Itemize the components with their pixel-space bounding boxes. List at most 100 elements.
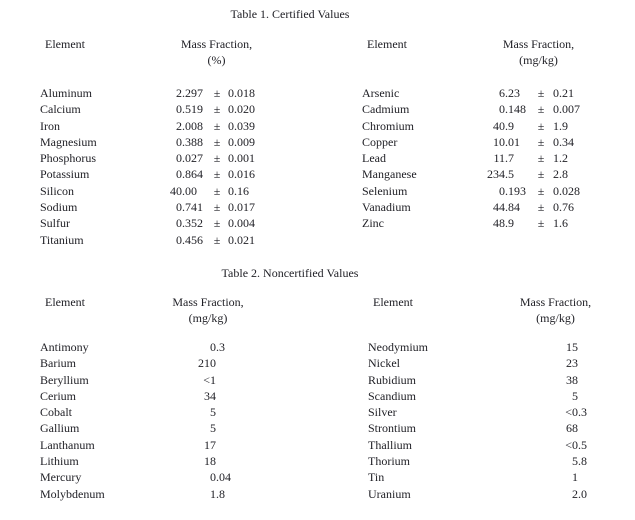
column-header-element: Element xyxy=(45,295,85,309)
value-frac-cell xyxy=(578,339,623,355)
plus-minus-symbol: ± xyxy=(537,86,545,100)
element-cell: Tin xyxy=(368,470,385,485)
element-cell: Sulfur xyxy=(40,216,70,231)
column-header-mass-fraction: Mass Fraction, xyxy=(172,295,244,309)
element-cell: Neodymium xyxy=(368,340,428,354)
value-int-cell: 0 xyxy=(176,151,182,166)
uncertainty-cell: 0.21 xyxy=(553,86,574,100)
element-cell: Selenium xyxy=(362,183,408,198)
element-cell: Vanadium xyxy=(362,200,411,215)
value-int-cell: 34 xyxy=(204,388,216,403)
element-cell: Cadmium xyxy=(362,102,410,117)
element-cell: Aluminum xyxy=(40,86,93,100)
value-frac-cell: .148 xyxy=(505,102,526,117)
value-int-cell: 2 xyxy=(176,118,182,133)
element-cell: Antimony xyxy=(40,340,89,354)
value-frac-cell: .9 xyxy=(505,216,514,231)
value-frac-cell: .388 xyxy=(182,134,203,149)
value-frac-cell xyxy=(216,388,256,404)
value-frac-cell xyxy=(578,469,623,485)
value-frac-cell: .9 xyxy=(505,118,514,133)
value-int-cell: 2 xyxy=(572,486,578,501)
value-int-cell: 11 xyxy=(493,151,505,166)
value-frac-cell xyxy=(216,372,256,388)
value-frac-cell xyxy=(216,355,256,371)
plus-minus-symbol: ± xyxy=(537,134,545,149)
plus-minus-symbol: ± xyxy=(213,134,221,149)
uncertainty-cell: 2.8 xyxy=(553,167,568,182)
value-frac-cell: .297 xyxy=(182,86,203,100)
element-cell: Rubidium xyxy=(368,372,417,387)
element-cell: Silicon xyxy=(40,183,75,198)
value-int-cell: 0 xyxy=(176,102,182,117)
uncertainty-cell: 0.016 xyxy=(228,167,255,182)
value-int-cell: 44 xyxy=(493,200,505,215)
uncertainty-cell: 0.018 xyxy=(228,86,255,100)
element-cell: Cerium xyxy=(40,388,76,403)
value-frac-cell: .741 xyxy=(182,200,203,215)
value-frac-cell xyxy=(578,372,623,388)
value-int-cell: 1 xyxy=(572,470,578,485)
value-int-cell: 0 xyxy=(176,200,182,215)
uncertainty-cell: 0.028 xyxy=(553,183,580,198)
value-frac-cell: .008 xyxy=(182,118,203,133)
plus-minus-symbol: ± xyxy=(537,200,545,215)
value-int-cell: <1 xyxy=(203,372,216,387)
value-frac-cell: .5 xyxy=(505,167,514,182)
uncertainty-cell: 0.039 xyxy=(228,118,255,133)
element-cell: Lanthanum xyxy=(40,437,95,452)
element-cell: Scandium xyxy=(368,388,416,403)
element-cell: Chromium xyxy=(362,118,415,133)
element-cell: Lithium xyxy=(40,454,79,469)
value-int-cell: <0 xyxy=(565,437,578,452)
uncertainty-cell: 0.004 xyxy=(228,216,255,231)
element-cell: Arsenic xyxy=(362,86,400,100)
value-frac-cell: .04 xyxy=(216,470,231,485)
element-cell: Nickel xyxy=(368,356,400,371)
column-header-element: Element xyxy=(373,295,413,309)
value-frac-cell: .23 xyxy=(505,86,520,100)
plus-minus-symbol: ± xyxy=(213,167,221,182)
element-cell: Titanium xyxy=(40,232,84,247)
plus-minus-symbol: ± xyxy=(537,118,545,133)
value-int-cell: 18 xyxy=(204,454,216,469)
element-cell: Phosphorus xyxy=(40,151,97,166)
value-frac-cell xyxy=(578,355,623,371)
uncertainty-cell: 0.020 xyxy=(228,102,255,117)
table1-title: Table 1. Certified Values xyxy=(230,7,350,21)
plus-minus-symbol: ± xyxy=(537,216,545,231)
element-cell: Calcium xyxy=(40,102,81,117)
plus-minus-symbol: ± xyxy=(537,167,545,182)
value-int-cell: 6 xyxy=(499,86,505,100)
column-header-element: Element xyxy=(45,37,85,51)
value-int-cell: 234 xyxy=(487,167,505,182)
element-cell: Silver xyxy=(368,405,397,420)
value-int-cell: 40 xyxy=(493,118,505,133)
element-cell: Gallium xyxy=(40,421,80,436)
value-int-cell: <0 xyxy=(565,405,578,420)
value-frac-cell xyxy=(216,404,256,420)
element-cell: Barium xyxy=(40,356,76,371)
plus-minus-symbol: ± xyxy=(213,232,221,247)
uncertainty-cell: 0.017 xyxy=(228,200,255,215)
plus-minus-symbol: ± xyxy=(213,216,221,231)
element-cell: Beryllium xyxy=(40,372,89,387)
value-int-cell: 68 xyxy=(566,421,578,436)
value-int-cell: 0 xyxy=(176,232,182,247)
value-frac-cell: .84 xyxy=(505,200,520,215)
table2-right-columns: Element Mass Fraction, (mg/kg) Neodymium… xyxy=(368,294,623,502)
element-cell: Strontium xyxy=(368,421,417,436)
value-int-cell: 0 xyxy=(499,183,505,198)
element-cell: Zinc xyxy=(362,216,384,231)
value-frac-cell: .3 xyxy=(216,340,225,354)
value-int-cell: 17 xyxy=(204,437,216,452)
column-header-element: Element xyxy=(367,37,407,51)
value-int-cell: 40 xyxy=(170,183,182,198)
element-cell: Mercury xyxy=(40,470,82,485)
value-int-cell: 0 xyxy=(499,102,505,117)
table1-left-columns: Element Mass Fraction, (%) Aluminum 2.297… xyxy=(40,36,277,248)
plus-minus-symbol: ± xyxy=(213,151,221,166)
value-frac-cell: .352 xyxy=(182,216,203,231)
value-frac-cell xyxy=(216,453,256,469)
